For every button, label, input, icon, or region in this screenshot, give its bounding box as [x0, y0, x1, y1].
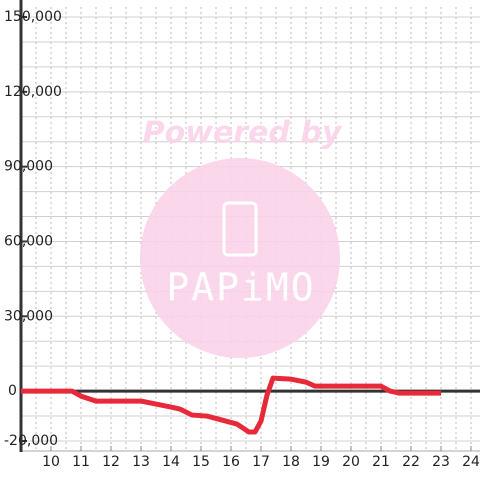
x-tick-label: 11 — [72, 454, 90, 470]
x-tick-label: 19 — [312, 454, 330, 470]
x-tick-label: 17 — [252, 454, 270, 470]
x-tick-label: 12 — [102, 454, 120, 470]
y-tick-label: 120,000 — [4, 84, 62, 100]
x-tick-label: 21 — [372, 454, 390, 470]
line-series — [21, 375, 441, 435]
x-tick-label: 15 — [192, 454, 210, 470]
y-tick-label: 150,000 — [4, 9, 62, 25]
x-tick-label: 22 — [402, 454, 420, 470]
x-tick-label: 23 — [432, 454, 450, 470]
x-tick-label: 10 — [42, 454, 60, 470]
x-tick-label: 20 — [342, 454, 360, 470]
watermark-text: Powered by — [143, 116, 343, 151]
y-tick-label: 90,000 — [4, 159, 53, 175]
x-tick-label: 13 — [132, 454, 150, 470]
watermark: Powered by PAPiMO — [140, 116, 343, 358]
watermark-logo: PAPiMO — [166, 266, 315, 310]
watermark-phone — [222, 201, 258, 257]
x-tick-label: 24 — [462, 454, 480, 470]
x-tick-label: 16 — [222, 454, 240, 470]
y-tick-label: 0 — [8, 383, 17, 399]
x-tick-label: 14 — [162, 454, 180, 470]
x-tick-label: 18 — [282, 454, 300, 470]
y-tick-label: 60,000 — [4, 233, 53, 249]
watermark-circle — [140, 158, 340, 358]
y-tick-label: 30,000 — [4, 308, 53, 324]
y-tick-label: -20,000 — [4, 433, 58, 449]
